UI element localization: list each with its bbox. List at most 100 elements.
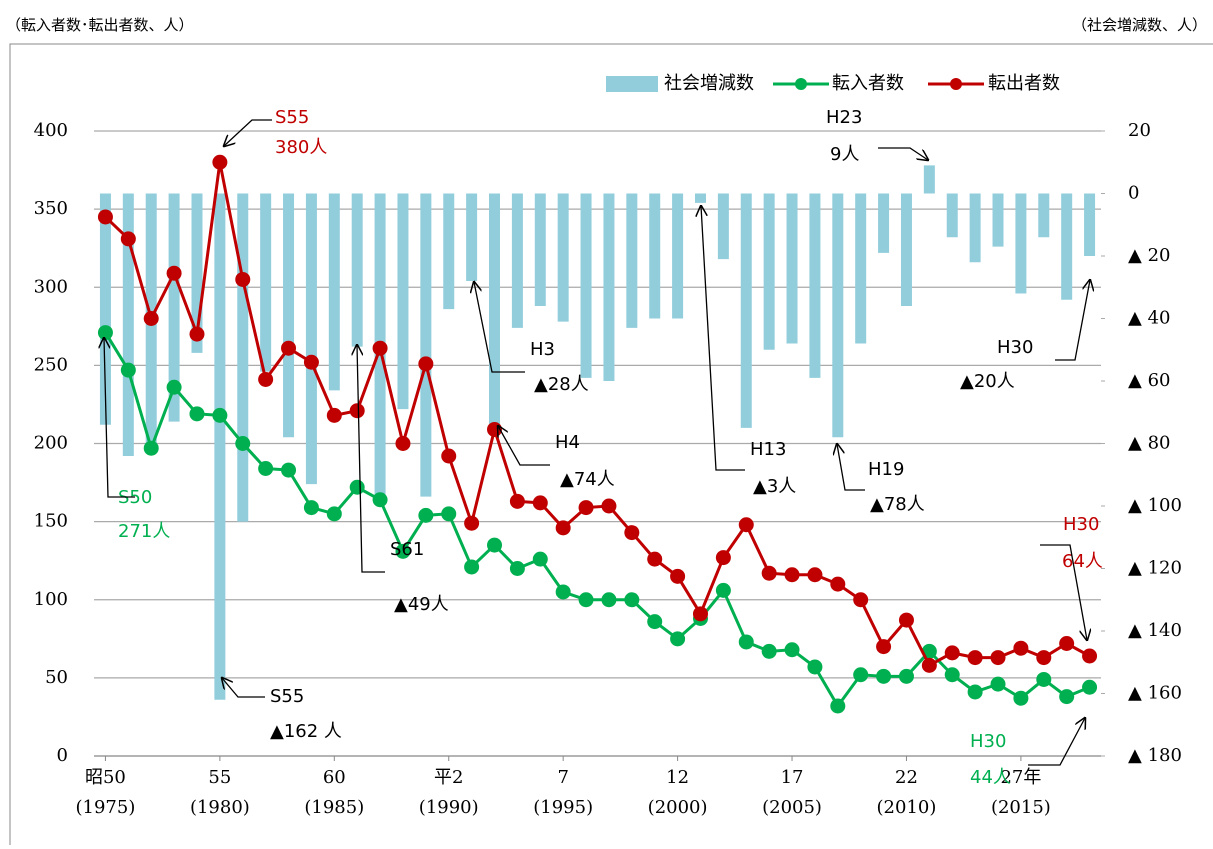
x-tick-label: 昭50 bbox=[85, 767, 126, 788]
bar bbox=[855, 193, 867, 344]
bar bbox=[99, 193, 111, 425]
y-tick-label: 100 bbox=[34, 589, 68, 610]
point bbox=[418, 356, 434, 372]
annotation: H3 bbox=[530, 339, 555, 360]
point bbox=[1059, 636, 1075, 651]
annotation: ▲20人 bbox=[960, 371, 1015, 392]
bar bbox=[946, 193, 958, 238]
point bbox=[372, 492, 388, 508]
bar bbox=[1038, 193, 1050, 238]
y2-tick-label: 0 bbox=[1128, 183, 1139, 204]
chart-border bbox=[9, 43, 1213, 849]
annotation: H19 bbox=[868, 459, 904, 480]
point bbox=[761, 565, 777, 581]
y2-tick-label: ▲ 160 bbox=[1128, 683, 1182, 704]
point bbox=[944, 667, 960, 683]
x-tick-label: (1990) bbox=[419, 797, 479, 818]
point bbox=[990, 676, 1006, 692]
annotation: S61 bbox=[390, 539, 424, 560]
y2-tick-label: ▲ 80 bbox=[1128, 433, 1170, 454]
point bbox=[143, 440, 159, 456]
legend-label: 社会増減数 bbox=[664, 73, 754, 94]
annotation: S55 bbox=[270, 686, 304, 707]
line bbox=[104, 331, 1091, 709]
annotation-arrow bbox=[474, 282, 525, 373]
x-tick-label: 55 bbox=[208, 767, 231, 788]
bar bbox=[283, 193, 295, 438]
point bbox=[807, 659, 823, 675]
annotation-arrow bbox=[222, 678, 265, 698]
point bbox=[372, 340, 388, 356]
point bbox=[555, 520, 571, 536]
annotation: 64人 bbox=[1062, 551, 1103, 572]
point bbox=[120, 231, 136, 247]
point bbox=[303, 354, 319, 370]
point bbox=[692, 606, 708, 622]
x-tick-label: (1975) bbox=[76, 797, 136, 818]
annotation-arrow bbox=[701, 206, 745, 471]
annotation: S55 bbox=[275, 107, 309, 128]
bar bbox=[763, 193, 775, 350]
point bbox=[784, 567, 800, 583]
y-tick-label: 150 bbox=[34, 511, 68, 532]
bar bbox=[511, 193, 523, 328]
point bbox=[647, 614, 663, 630]
right-unit: （社会増減数、人） bbox=[1072, 16, 1207, 34]
bar bbox=[1061, 193, 1073, 300]
point bbox=[761, 643, 777, 659]
x-tick-label: (2015) bbox=[991, 797, 1051, 818]
point bbox=[281, 340, 297, 356]
bar bbox=[923, 165, 935, 194]
point bbox=[624, 592, 640, 608]
point bbox=[281, 462, 297, 478]
point bbox=[967, 684, 983, 700]
point bbox=[738, 634, 754, 650]
bar bbox=[214, 193, 226, 700]
point bbox=[97, 209, 113, 225]
y-tick-label: 0 bbox=[57, 745, 68, 766]
point bbox=[326, 506, 342, 522]
y2-tick-label: ▲ 40 bbox=[1128, 308, 1170, 329]
x-tick-label: 平2 bbox=[434, 767, 463, 788]
y2-tick-label: ▲ 20 bbox=[1128, 245, 1170, 266]
x-tick-label: (1995) bbox=[533, 797, 593, 818]
annotation: H23 bbox=[826, 107, 862, 128]
point bbox=[189, 326, 205, 342]
bar bbox=[694, 193, 706, 203]
annotation: S50 bbox=[118, 487, 152, 508]
point bbox=[258, 371, 274, 387]
y-tick-label: 200 bbox=[34, 433, 68, 454]
x-tick-label: (1985) bbox=[304, 797, 364, 818]
point bbox=[578, 500, 594, 516]
bar bbox=[969, 193, 981, 263]
point bbox=[326, 407, 342, 423]
annotation-arrow bbox=[878, 147, 928, 160]
point bbox=[303, 500, 319, 516]
point bbox=[487, 537, 503, 553]
point bbox=[258, 461, 274, 476]
bar bbox=[1084, 193, 1096, 256]
bar bbox=[672, 193, 684, 319]
point bbox=[166, 379, 182, 395]
annotation: H30 bbox=[970, 731, 1006, 752]
point bbox=[464, 559, 480, 575]
bar bbox=[580, 193, 592, 378]
bar bbox=[168, 193, 180, 422]
point bbox=[441, 448, 457, 464]
annotation: ▲28人 bbox=[534, 374, 589, 395]
annotation: 271人 bbox=[118, 521, 170, 542]
point bbox=[853, 667, 869, 683]
annotation: 9人 bbox=[830, 144, 859, 165]
annotation-arrow bbox=[104, 338, 135, 498]
y2-tick-label: ▲ 100 bbox=[1128, 495, 1182, 516]
x-tick-label: 60 bbox=[323, 767, 346, 788]
point bbox=[944, 645, 960, 661]
point bbox=[601, 592, 617, 608]
point bbox=[532, 495, 548, 511]
bar bbox=[328, 193, 340, 391]
point bbox=[509, 493, 525, 509]
point bbox=[395, 436, 411, 451]
bar bbox=[489, 193, 501, 425]
bar bbox=[420, 193, 432, 497]
